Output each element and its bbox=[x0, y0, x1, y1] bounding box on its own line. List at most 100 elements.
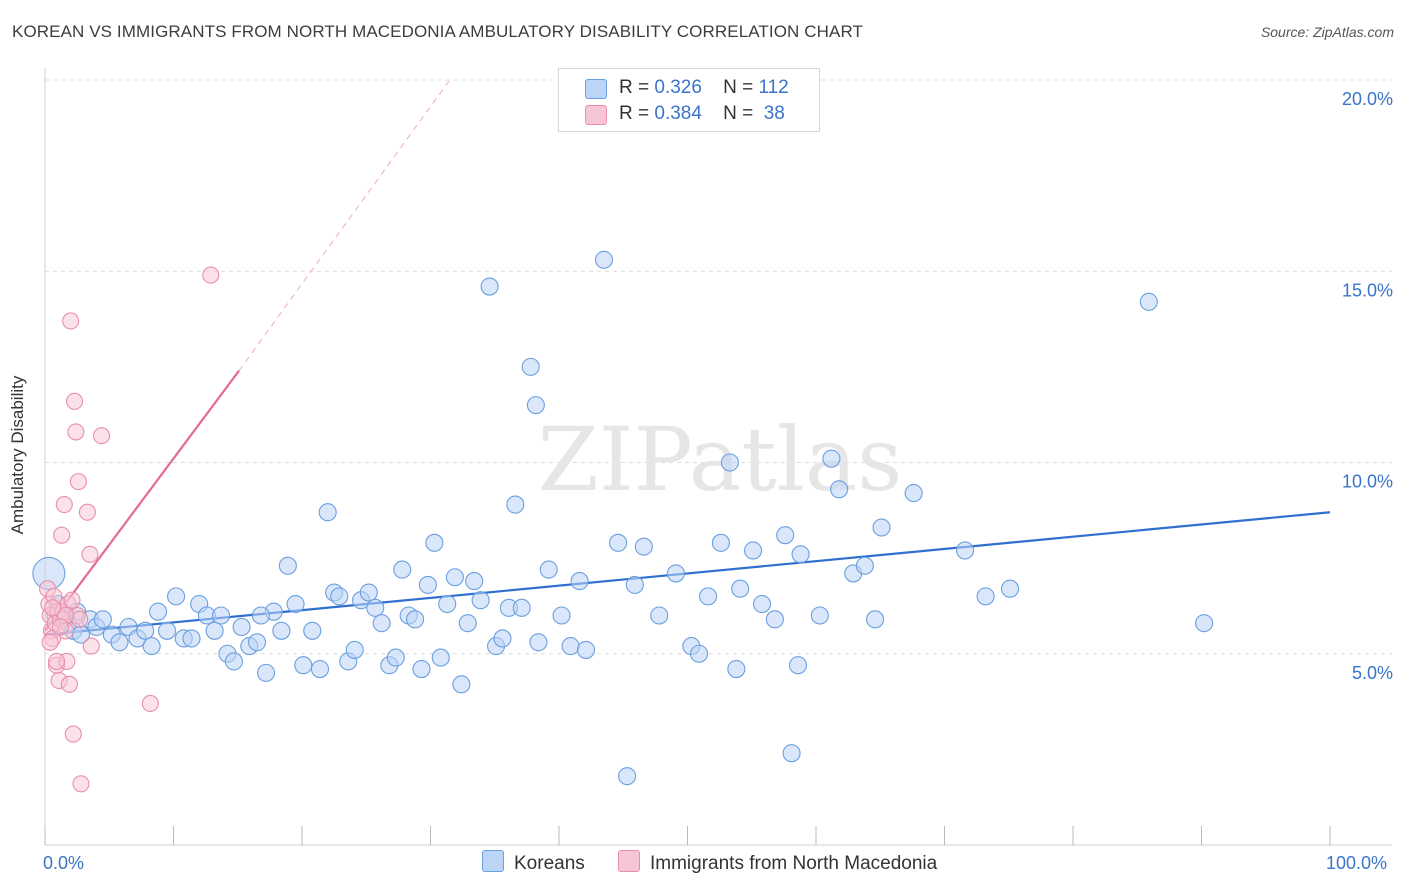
koreans-point bbox=[367, 599, 384, 616]
macedonia-point bbox=[61, 676, 77, 692]
macedonia-point bbox=[79, 504, 95, 520]
koreans-point bbox=[279, 557, 296, 574]
koreans-point bbox=[700, 588, 717, 605]
koreans-legend-label: Koreans bbox=[514, 853, 585, 874]
koreans-point bbox=[595, 251, 612, 268]
macedonia-legend-swatch bbox=[618, 850, 640, 872]
gridlines bbox=[45, 80, 1392, 654]
koreans-point bbox=[346, 641, 363, 658]
koreans-point bbox=[522, 358, 539, 375]
bottom-legend-macedonia: Immigrants from North Macedonia bbox=[618, 850, 937, 875]
macedonia-point bbox=[56, 497, 72, 513]
macedonia-point bbox=[52, 619, 68, 635]
koreans-point bbox=[577, 641, 594, 658]
koreans-point bbox=[360, 584, 377, 601]
y-tick-label: 20.0% bbox=[1342, 89, 1393, 109]
koreans-point bbox=[213, 607, 230, 624]
koreans-point bbox=[635, 538, 652, 555]
koreans-point bbox=[304, 622, 321, 639]
koreans-point bbox=[745, 542, 762, 559]
koreans-point bbox=[856, 557, 873, 574]
koreans-point bbox=[459, 615, 476, 632]
koreans-point bbox=[530, 634, 547, 651]
koreans-point bbox=[667, 565, 684, 582]
x-tick-label-min: 0.0% bbox=[43, 853, 84, 874]
macedonia-point bbox=[63, 313, 79, 329]
macedonia-trend-extension bbox=[239, 80, 450, 371]
koreans-point bbox=[426, 534, 443, 551]
koreans-point bbox=[610, 534, 627, 551]
macedonia-swatch bbox=[585, 105, 607, 125]
koreans-point bbox=[691, 645, 708, 662]
koreans-point bbox=[1002, 580, 1019, 597]
koreans-point bbox=[387, 649, 404, 666]
koreans-point bbox=[273, 622, 290, 639]
r-label: R = bbox=[619, 77, 649, 98]
n-value-koreans: 112 bbox=[758, 77, 788, 98]
koreans-point bbox=[626, 576, 643, 593]
n-label: N = bbox=[723, 77, 753, 98]
koreans-point bbox=[823, 450, 840, 467]
macedonia-point bbox=[45, 600, 61, 616]
macedonia-point bbox=[83, 638, 99, 654]
koreans-point bbox=[373, 615, 390, 632]
r-label: R = bbox=[619, 103, 649, 124]
koreans-point bbox=[481, 278, 498, 295]
koreans-point bbox=[527, 397, 544, 414]
koreans-point bbox=[168, 588, 185, 605]
koreans-legend-swatch bbox=[482, 850, 504, 872]
koreans-point bbox=[553, 607, 570, 624]
koreans-point bbox=[150, 603, 167, 620]
koreans-point bbox=[905, 485, 922, 502]
koreans-point bbox=[419, 576, 436, 593]
y-tick-label: 15.0% bbox=[1342, 280, 1393, 300]
macedonia-point bbox=[82, 546, 98, 562]
koreans-point bbox=[712, 534, 729, 551]
koreans-point bbox=[1140, 293, 1157, 310]
koreans-point bbox=[413, 661, 430, 678]
koreans-point bbox=[287, 596, 304, 613]
koreans-point bbox=[957, 542, 974, 559]
koreans-point bbox=[867, 611, 884, 628]
koreans-point bbox=[432, 649, 449, 666]
koreans-point bbox=[811, 607, 828, 624]
koreans-point bbox=[790, 657, 807, 674]
koreans-point bbox=[721, 454, 738, 471]
koreans-point bbox=[394, 561, 411, 578]
n-value-macedonia: 38 bbox=[764, 103, 785, 124]
koreans-swatch bbox=[585, 79, 607, 99]
koreans-point bbox=[252, 607, 269, 624]
koreans-point bbox=[513, 599, 530, 616]
macedonia-point bbox=[70, 474, 86, 490]
macedonia-legend-label: Immigrants from North Macedonia bbox=[650, 853, 937, 874]
koreans-point bbox=[494, 630, 511, 647]
trend-lines bbox=[45, 80, 1330, 635]
koreans-point bbox=[1196, 615, 1213, 632]
koreans-point bbox=[571, 573, 588, 590]
koreans-point bbox=[225, 653, 242, 670]
macedonia-point bbox=[94, 428, 110, 444]
koreans-point bbox=[507, 496, 524, 513]
macedonia-point bbox=[73, 776, 89, 792]
koreans-point bbox=[540, 561, 557, 578]
koreans-point bbox=[766, 611, 783, 628]
macedonia-point bbox=[54, 527, 70, 543]
koreans-point bbox=[319, 504, 336, 521]
macedonia-point bbox=[49, 653, 65, 669]
koreans-point bbox=[233, 618, 250, 635]
macedonia-point bbox=[72, 611, 88, 627]
y-tick-label: 5.0% bbox=[1352, 663, 1393, 683]
n-label: N = bbox=[723, 103, 753, 124]
r-value-koreans: 0.326 bbox=[654, 77, 702, 98]
macedonia-point bbox=[142, 695, 158, 711]
koreans-point bbox=[258, 664, 275, 681]
koreans-point bbox=[137, 622, 154, 639]
macedonia-point bbox=[67, 393, 83, 409]
r-value-macedonia: 0.384 bbox=[654, 103, 702, 124]
koreans-point bbox=[472, 592, 489, 609]
koreans-point bbox=[206, 622, 223, 639]
koreans-point bbox=[651, 607, 668, 624]
koreans-point bbox=[159, 622, 176, 639]
koreans-point bbox=[94, 611, 111, 628]
macedonia-point bbox=[65, 726, 81, 742]
